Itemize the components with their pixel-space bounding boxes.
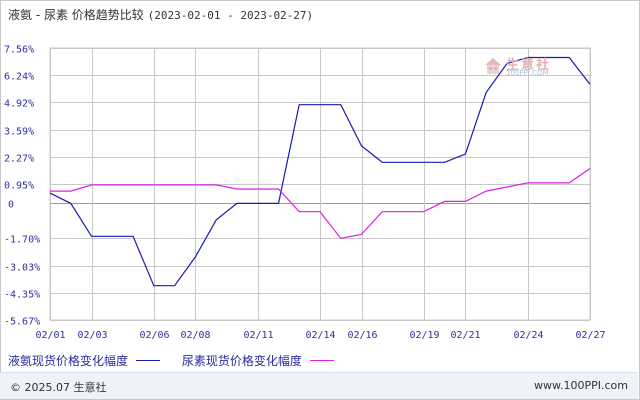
line-chart: 7.56% 6.24% 4.92% 3.59% 2.27% 0.95% 0 -1.70% -3.… (4, 45, 606, 342)
x-tick-label: 02/03 (77, 330, 107, 341)
y-tick-label: -4.35% (4, 290, 40, 301)
chart-title-main: 液氨 - 尿素 价格趋势比较 (8, 8, 144, 22)
x-tick-label: 02/19 (409, 330, 439, 341)
legend-swatch-series-2 (309, 360, 334, 361)
series-line-2 (50, 168, 591, 240)
y-tick-label: 3.59% (4, 127, 34, 138)
x-tick-label: 02/11 (243, 330, 273, 341)
y-tick-label: -5.67% (4, 317, 40, 328)
series-line-1 (49, 56, 591, 287)
x-tick-label: 02/01 (35, 330, 65, 341)
y-tick-label: 0 (8, 200, 14, 211)
legend-label-series-1: 液氨现货价格变化幅度 (8, 354, 129, 368)
legend-item-series-2: 尿素现货价格变化幅度 (182, 352, 334, 369)
chart-title-range: (2023-02-01 - 2023-02-27) (147, 9, 314, 22)
x-tick-label: 02/24 (513, 330, 543, 341)
chart-title: 液氨 - 尿素 价格趋势比较 (2023-02-01 - 2023-02-27) (8, 6, 313, 23)
y-tick-label: 7.56% (4, 45, 34, 56)
footer-copyright: © 2025.07 生意社 (10, 381, 107, 394)
legend-item-series-1: 液氨现货价格变化幅度 (8, 352, 161, 369)
y-tick-label: 6.24% (4, 72, 34, 83)
watermark-brand: 生意社 (506, 58, 552, 73)
x-tick-label: 02/16 (347, 330, 377, 341)
legend-swatch-series-1 (136, 360, 161, 361)
watermark-url: 100PPI.COM (506, 69, 549, 77)
x-tick-label: 02/08 (180, 330, 210, 341)
footer-bar: © 2025.07 生意社 www.100PPI.com (0, 372, 638, 399)
footer-site-link[interactable]: www.100PPI.com (534, 379, 628, 392)
y-tick-label: -3.03% (4, 263, 40, 274)
y-tick-label: 2.27% (4, 154, 34, 165)
x-tick-label: 02/27 (575, 330, 605, 341)
y-tick-label: 4.92% (4, 99, 34, 110)
x-tick-label: 02/06 (139, 330, 169, 341)
y-tick-label: 0.95% (4, 181, 34, 192)
watermark-logo: 生意社 100PPI.COM (484, 54, 576, 78)
x-tick-label: 02/14 (305, 330, 335, 341)
legend-label-series-2: 尿素现货价格变化幅度 (181, 354, 302, 368)
y-tick-label: -1.70% (4, 235, 40, 246)
house-logo-icon (485, 58, 501, 74)
x-tick-label: 02/21 (450, 330, 480, 341)
chart-legend: 液氨现货价格变化幅度 尿素现货价格变化幅度 (8, 352, 352, 369)
